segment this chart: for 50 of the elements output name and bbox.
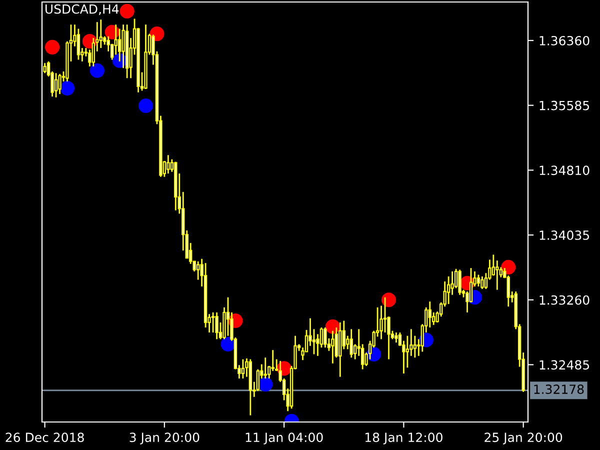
candlestick xyxy=(43,62,46,74)
point xyxy=(325,319,340,334)
y-tick-label: 1.34035 xyxy=(540,230,590,240)
candlestick xyxy=(480,276,484,290)
candlestick xyxy=(114,24,118,56)
x-tick-label: 11 Jan 04:00 xyxy=(246,432,323,444)
candlestick xyxy=(166,154,170,174)
point xyxy=(381,292,396,308)
candlestick xyxy=(394,332,398,344)
chart-title: USDCAD,H4 xyxy=(46,4,119,16)
x-tick-label: 25 Jan 20:00 xyxy=(484,432,562,444)
x-tick-label: 3 Jan 20:00 xyxy=(130,432,200,444)
candlestick xyxy=(118,28,122,62)
y-tick-label: 1.36360 xyxy=(540,36,590,46)
candlestick xyxy=(331,330,334,364)
candlestick xyxy=(215,312,218,340)
candlestick xyxy=(506,274,510,308)
point xyxy=(501,260,516,275)
y-tick-label: 1.34810 xyxy=(540,166,590,176)
point xyxy=(220,336,236,352)
candlestick xyxy=(58,73,62,95)
ref-line-label: 1.32178 xyxy=(534,384,584,394)
x-tick-label: 18 Jan 12:00 xyxy=(365,432,442,444)
y-tick-label: 1.35585 xyxy=(540,100,590,110)
y-tick-label: 1.32485 xyxy=(540,360,590,370)
candlestick xyxy=(241,358,245,380)
candlestick xyxy=(413,335,416,358)
x-tick-label: 26 Dec 2018 xyxy=(6,432,84,442)
candlestick xyxy=(196,260,200,280)
candlestick xyxy=(446,276,450,305)
point xyxy=(45,40,60,54)
y-tick-label: 1.33260 xyxy=(540,295,590,305)
point xyxy=(138,98,154,114)
candlestick xyxy=(264,356,267,380)
candlestick xyxy=(211,312,215,334)
candlestick xyxy=(324,326,327,348)
candlestick xyxy=(496,260,499,291)
candlestick xyxy=(350,328,353,358)
point xyxy=(90,63,104,78)
candlestick xyxy=(226,296,230,337)
candlestick xyxy=(54,72,58,98)
point xyxy=(60,80,75,96)
candlestick xyxy=(99,18,102,49)
candlestick xyxy=(476,274,480,288)
candlestick xyxy=(428,300,432,328)
candlestick xyxy=(458,269,462,296)
point xyxy=(258,377,273,392)
candlestick xyxy=(271,349,274,372)
candlestick xyxy=(76,28,80,60)
point xyxy=(120,4,134,18)
